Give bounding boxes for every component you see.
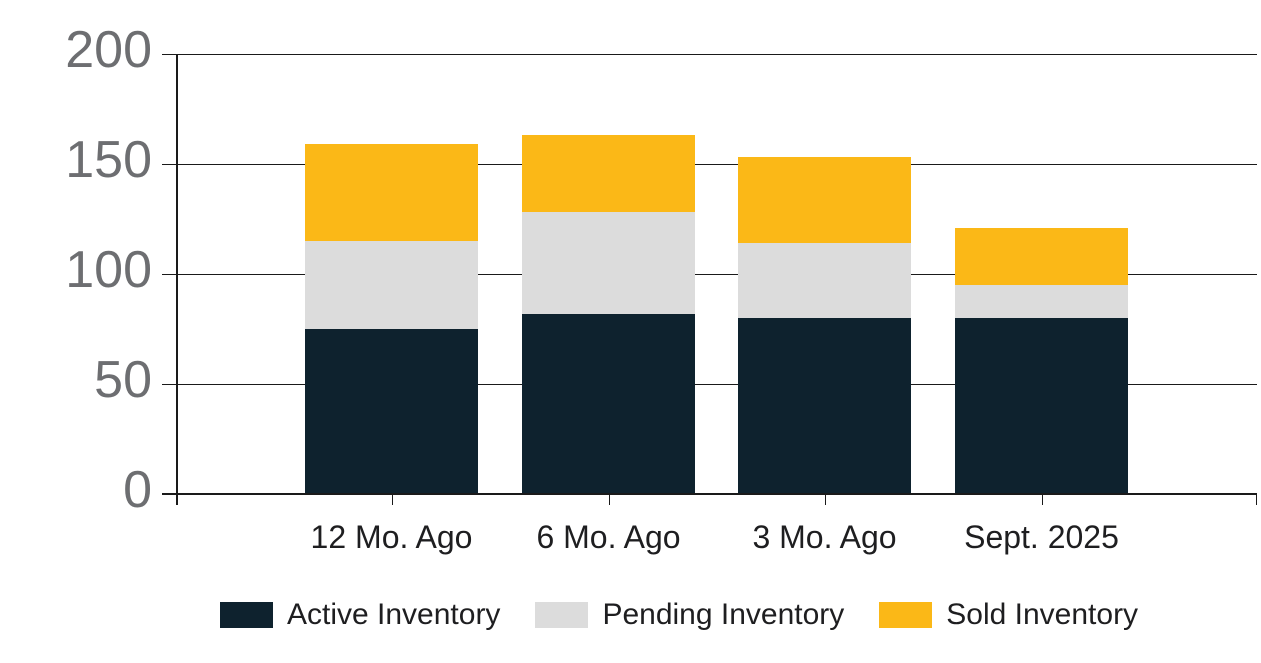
x-axis-end-tick	[1256, 494, 1257, 505]
x-axis-category-label-sept-2025: Sept. 2025	[964, 519, 1119, 555]
bar-segment-active-3-mo-ago[interactable]	[738, 318, 911, 494]
x-axis-tick-sept-2025	[1041, 494, 1043, 505]
y-axis-tick-150	[162, 164, 177, 165]
bar-segment-active-sept-2025[interactable]	[955, 318, 1128, 494]
y-axis-tick-100	[162, 274, 177, 275]
y-axis-tick-label-100: 100	[65, 241, 152, 299]
legend-label-sold-inventory: Sold Inventory	[946, 598, 1139, 631]
legend-item-sold-inventory[interactable]: Sold Inventory	[879, 598, 1138, 632]
legend-label-pending-inventory: Pending Inventory	[602, 598, 845, 631]
legend-swatch-active-inventory	[220, 602, 273, 628]
x-axis-category-label-6-mo-ago: 6 Mo. Ago	[536, 519, 681, 555]
x-axis-tick-3-mo-ago	[824, 494, 826, 505]
x-axis-tick-12-mo-ago	[391, 494, 393, 505]
legend-item-active-inventory[interactable]: Active Inventory	[220, 598, 500, 632]
x-axis-category-label-3-mo-ago: 3 Mo. Ago	[752, 519, 897, 555]
bar-segment-pending-12-mo-ago[interactable]	[305, 241, 478, 329]
legend-item-pending-inventory[interactable]: Pending Inventory	[535, 598, 844, 632]
y-axis-tick-label-50: 50	[94, 351, 152, 409]
bar-segment-pending-6-mo-ago[interactable]	[522, 212, 695, 314]
y-axis-tick-200	[162, 54, 177, 55]
y-axis-tick-label-200: 200	[65, 21, 152, 79]
bar-segment-active-12-mo-ago[interactable]	[305, 329, 478, 494]
bar-segment-active-6-mo-ago[interactable]	[522, 313, 695, 494]
y-axis-tick-label-150: 150	[65, 131, 152, 189]
y-axis-tick-label-0: 0	[123, 461, 152, 519]
gridline-150	[177, 164, 1257, 165]
bar-segment-pending-3-mo-ago[interactable]	[738, 243, 911, 318]
bar-segment-sold-6-mo-ago[interactable]	[522, 135, 695, 213]
legend-swatch-pending-inventory	[535, 602, 589, 628]
y-axis-line	[176, 54, 178, 505]
bar-segment-pending-sept-2025[interactable]	[955, 285, 1128, 318]
legend-label-active-inventory: Active Inventory	[287, 598, 501, 631]
bar-segment-sold-sept-2025[interactable]	[955, 227, 1128, 285]
x-axis-line	[162, 493, 1257, 495]
chart-legend: Active Inventory Pending Inventory Sold In…	[220, 598, 1138, 632]
y-axis-tick-50	[162, 384, 177, 385]
bar-segment-sold-12-mo-ago[interactable]	[305, 144, 478, 241]
gridline-200	[177, 54, 1257, 55]
bar-segment-sold-3-mo-ago[interactable]	[738, 157, 911, 244]
x-axis-category-label-12-mo-ago: 12 Mo. Ago	[310, 519, 473, 555]
x-axis-tick-6-mo-ago	[608, 494, 610, 505]
gridline-100	[177, 274, 1257, 275]
legend-swatch-sold-inventory	[879, 602, 933, 628]
gridline-50	[177, 384, 1257, 385]
